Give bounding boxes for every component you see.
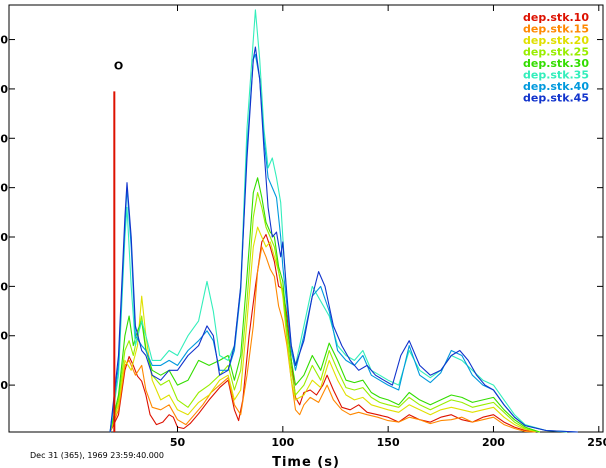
y-tick-label: 200 [0,330,8,343]
series-line-dep-stk-25 [109,192,540,433]
legend-entry: dep.stk.30 [523,57,589,70]
plot-frame [8,4,604,433]
x-tick-label: 100 [271,436,294,449]
y-tick-label: 400 [0,231,8,244]
series-line-dep-stk-30 [109,177,540,433]
x-axis-label: Time (s) [272,455,340,468]
x-tick-label: 50 [170,436,186,449]
y-tick-label: 600 [0,132,8,145]
series-layer [109,9,578,433]
pick-marker-label: O [114,59,123,72]
x-tick-label: 250 [587,436,606,449]
legend-entry: dep.stk.25 [523,46,589,59]
series-line-dep-stk-45 [109,46,578,433]
legend-entry: dep.stk.10 [523,11,589,24]
date-label: Dec 31 (365), 1969 23:59:40.000 [30,451,164,460]
y-tick-label: 700 [0,83,8,96]
legend-entry: dep.stk.15 [523,23,589,36]
x-tick-label: 150 [377,436,400,449]
y-tick-label: 100 [0,379,8,392]
legend-entry: dep.stk.45 [523,92,589,105]
legend-entry: dep.stk.20 [523,34,589,47]
y-tick-label: 500 [0,182,8,195]
axis-layer: 50 100 150 200 250 100 200 300 400 500 600 700 800 [0,5,606,449]
legend-entry: dep.stk.35 [523,69,589,82]
x-tick-label: 200 [482,436,505,449]
series-line-dep-stk-20 [109,226,540,433]
legend: dep.stk.10dep.stk.15dep.stk.20dep.stk.25… [523,11,589,105]
y-tick-label: 800 [0,34,8,47]
y-tick-label: 300 [0,280,8,293]
legend-entry: dep.stk.40 [523,80,589,93]
